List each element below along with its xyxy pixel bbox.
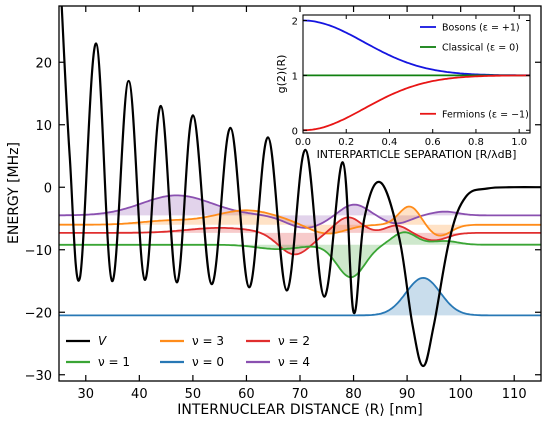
- legend-label: ν = 3: [192, 334, 224, 348]
- inset-plot: 0.0 0.2 0.4 0.6 0.8 1.0 0 1 2 INTERPARTICLE SEPAR…: [275, 12, 533, 161]
- potential-V-line: [60, 6, 541, 368]
- y-tick-label: 0: [44, 181, 52, 196]
- inset-y-axis-label: g(2)(R): [275, 55, 288, 94]
- x-tick-label: 50: [185, 387, 202, 402]
- inset-x-tick-label: 0.8: [468, 137, 484, 148]
- wavefunction-fill-5: [59, 195, 541, 228]
- inset-x-tick-label: 0.2: [338, 137, 354, 148]
- x-tick-label: 30: [78, 387, 95, 402]
- x-tick-label: 70: [292, 387, 309, 402]
- y-tick-label: −10: [25, 244, 52, 259]
- wavefunction-fill-2: [59, 232, 541, 278]
- y-tick-label: 20: [35, 56, 52, 71]
- legend: Vν = 1 ν = 3 ν = 0 ν = 2 ν = 4: [66, 334, 310, 369]
- legend-label: ν = 2: [278, 334, 310, 348]
- legend-label: ν = 4: [278, 355, 310, 369]
- wavefunction-fill-1: [59, 277, 541, 316]
- y-tick-label: 10: [35, 119, 52, 134]
- inset-y-tick-label: 2: [292, 16, 298, 27]
- inset-y-tick-label: 0: [292, 126, 298, 137]
- legend-label: ν = 1: [98, 355, 130, 369]
- wavefunction-fills: [59, 195, 541, 316]
- inset-x-axis-label: INTERPARTICLE SEPARATION [R/λdB]: [317, 148, 517, 161]
- y-axis-label: ENERGY [MHz]: [6, 142, 22, 244]
- inset-frame: [302, 14, 531, 134]
- x-tick-label: 100: [448, 387, 473, 402]
- inset-fermions-line: [302, 74, 530, 132]
- wavefunction-line-5: [59, 194, 541, 229]
- inset-legend-label: Bosons (ε = +1): [442, 23, 520, 34]
- inset-legend-label: Classical (ε = 0): [442, 43, 519, 54]
- inset-x-tick-label: 1.0: [511, 137, 527, 148]
- inset-x-tick-label: 0.0: [295, 137, 311, 148]
- x-tick-label: 40: [131, 387, 148, 402]
- x-tick-label: 80: [345, 387, 362, 402]
- x-axis-label: INTERNUCLEAR DISTANCE ⟨R⟩ [nm]: [177, 402, 423, 418]
- legend-label: V: [98, 334, 107, 348]
- legend-label: ν = 0: [192, 355, 224, 369]
- inset-x-tick-label: 0.6: [425, 137, 441, 148]
- curves: [59, 6, 541, 368]
- x-tick-label: 60: [238, 387, 255, 402]
- wavefunction-fill-3: [59, 217, 541, 255]
- x-tick-label: 110: [502, 387, 527, 402]
- wavefunction-line-2: [59, 231, 541, 279]
- x-tick-label: 90: [399, 387, 416, 402]
- inset-background: [300, 12, 533, 136]
- inset-y-tick-label: 1: [292, 71, 298, 82]
- inset-x-tick-label: 0.4: [382, 137, 398, 148]
- inset-legend-label: Fermions (ε = −1): [442, 109, 529, 120]
- wavefunction-line-1: [59, 276, 541, 317]
- y-tick-label: −30: [25, 369, 52, 384]
- y-tick-label: −20: [25, 306, 52, 321]
